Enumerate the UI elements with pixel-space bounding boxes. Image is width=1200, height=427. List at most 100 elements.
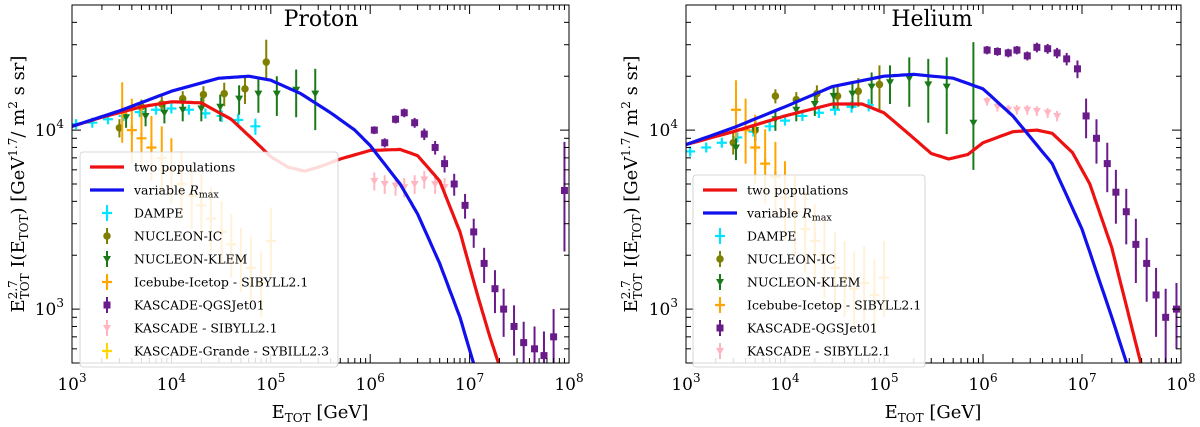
y-tick-labels: 103 104 — [35, 117, 65, 320]
data-point — [233, 114, 244, 125]
data-point — [380, 181, 389, 188]
data-point — [431, 181, 440, 188]
legend-marker — [715, 231, 725, 241]
data-point — [141, 112, 150, 120]
y-tick-label: 103 — [35, 296, 64, 320]
data-point — [993, 47, 1001, 55]
y-axis-label: E2.7TOT I(ETOT) [GeV1.7/ m2 s sr] — [6, 56, 32, 313]
legend-label: KASCADE-QGSJet01 — [134, 298, 265, 313]
data-point — [540, 352, 548, 360]
data-point — [550, 333, 558, 341]
panel-title: Proton — [284, 7, 359, 32]
data-point — [969, 119, 978, 127]
data-point — [461, 201, 469, 209]
curve-variable-rmax — [686, 72, 1129, 363]
data-point — [886, 79, 895, 87]
data-point — [235, 95, 244, 103]
xlabel-main: E — [272, 402, 285, 423]
data-point — [500, 305, 508, 313]
data-point — [731, 104, 742, 115]
legend-marker — [716, 279, 724, 286]
data-point — [830, 104, 841, 115]
data-point — [146, 142, 157, 153]
data-point — [520, 339, 528, 347]
y-tick-label: 103 — [649, 296, 678, 320]
legend-label: NUCLEON-IC — [134, 229, 222, 244]
x-tick-label: 108 — [554, 371, 583, 395]
ylabel-units-end: / m — [8, 109, 29, 138]
data-point — [183, 104, 194, 115]
legend-label: NUCLEON-KLEM — [747, 275, 861, 290]
data-point — [1012, 106, 1021, 114]
legend-item: DAMPE — [715, 228, 796, 244]
data-point — [1053, 112, 1062, 120]
data-point — [178, 94, 187, 103]
data-point — [1023, 52, 1031, 60]
data-point — [370, 126, 378, 134]
data-point — [810, 100, 819, 108]
data-point — [510, 322, 518, 330]
legend-marker — [103, 232, 111, 240]
data-point — [771, 92, 780, 100]
data-point — [1162, 313, 1170, 321]
legend-item: variable Rmax — [703, 206, 832, 224]
ylabel-units: ) [GeV — [8, 156, 29, 215]
legend-item: NUCLEON-IC — [103, 228, 222, 244]
legend-label: Icebube-Icetop - SIBYLL2.1 — [134, 275, 308, 290]
data-point — [220, 89, 228, 98]
x-tick-label: 103 — [57, 371, 86, 395]
data-point — [441, 160, 449, 168]
data-point — [420, 130, 428, 138]
data-point — [1122, 208, 1130, 216]
ylabel-units-tail: s sr] — [8, 56, 29, 102]
series-kascade-qgsjet01 — [370, 108, 568, 363]
data-point — [126, 125, 137, 136]
legend-item: two populations — [90, 160, 235, 175]
legend-label: NUCLEON-IC — [747, 252, 835, 267]
data-point — [1112, 188, 1120, 196]
data-point — [1032, 107, 1041, 115]
legend-label: Icebube-Icetop - SIBYLL2.1 — [747, 298, 921, 313]
data-point — [392, 115, 400, 123]
legend-label: NUCLEON-KLEM — [134, 252, 248, 267]
legend-item: KASCADE-QGSJet01 — [103, 297, 265, 313]
ylabel-units-sup2: 2 — [619, 101, 633, 109]
curve-two-populations — [686, 102, 1143, 363]
plot-frame — [685, 4, 1182, 364]
data-point — [311, 90, 320, 98]
data-point — [1004, 49, 1012, 57]
data-point — [1073, 65, 1081, 73]
ylabel-units: ) [GeV — [621, 156, 642, 215]
legend-label: variable Rmax — [133, 183, 219, 201]
data-point — [470, 228, 478, 236]
data-point — [560, 186, 568, 194]
data-point — [1044, 45, 1052, 53]
x-tick-label: 108 — [1166, 371, 1195, 395]
data-point — [1063, 55, 1071, 63]
data-point — [716, 137, 727, 148]
legend-label: variable Rmax — [746, 206, 832, 224]
data-point — [1132, 240, 1140, 248]
data-point — [760, 158, 771, 169]
legend-item: Icebube-Icetop - SIBYLL2.1 — [715, 297, 921, 313]
x-tick-label: 104 — [770, 371, 800, 395]
legend-marker — [102, 346, 112, 356]
legend-label: KASCADE-QGSJet01 — [747, 321, 878, 336]
legend: two populations variable Rmax DAMPE NUCLEON… — [692, 174, 926, 368]
xlabel-sub: TOT — [285, 411, 311, 425]
data-point — [262, 58, 271, 66]
data-point — [854, 87, 863, 95]
data-point — [411, 119, 419, 127]
x-tick-label: 103 — [671, 371, 700, 395]
data-point — [197, 105, 206, 113]
data-point — [1092, 134, 1100, 142]
ylabel-units-sup2: 2 — [6, 101, 20, 109]
ylabel-rest-sub: TOT — [17, 214, 31, 240]
legend-marker — [103, 301, 111, 309]
legend-item: KASCADE-Grande - SYBILL2.3 — [102, 343, 329, 359]
ylabel-sup: 2.7 — [619, 280, 633, 299]
data-point — [491, 285, 499, 293]
